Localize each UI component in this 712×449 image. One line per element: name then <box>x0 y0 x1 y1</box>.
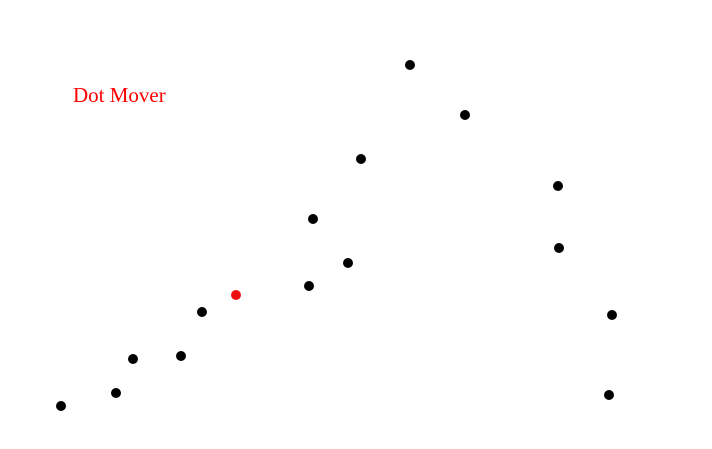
dot <box>460 110 470 120</box>
dot <box>308 214 318 224</box>
dot <box>56 401 66 411</box>
dot <box>356 154 366 164</box>
dot <box>128 354 138 364</box>
dot <box>554 243 564 253</box>
dot <box>604 390 614 400</box>
dot <box>176 351 186 361</box>
dot <box>607 310 617 320</box>
dot <box>197 307 207 317</box>
dot <box>553 181 563 191</box>
player-dot[interactable] <box>231 290 241 300</box>
dot <box>405 60 415 70</box>
dot <box>111 388 121 398</box>
dot <box>343 258 353 268</box>
game-title: Dot Mover <box>73 83 166 107</box>
dot <box>304 281 314 291</box>
